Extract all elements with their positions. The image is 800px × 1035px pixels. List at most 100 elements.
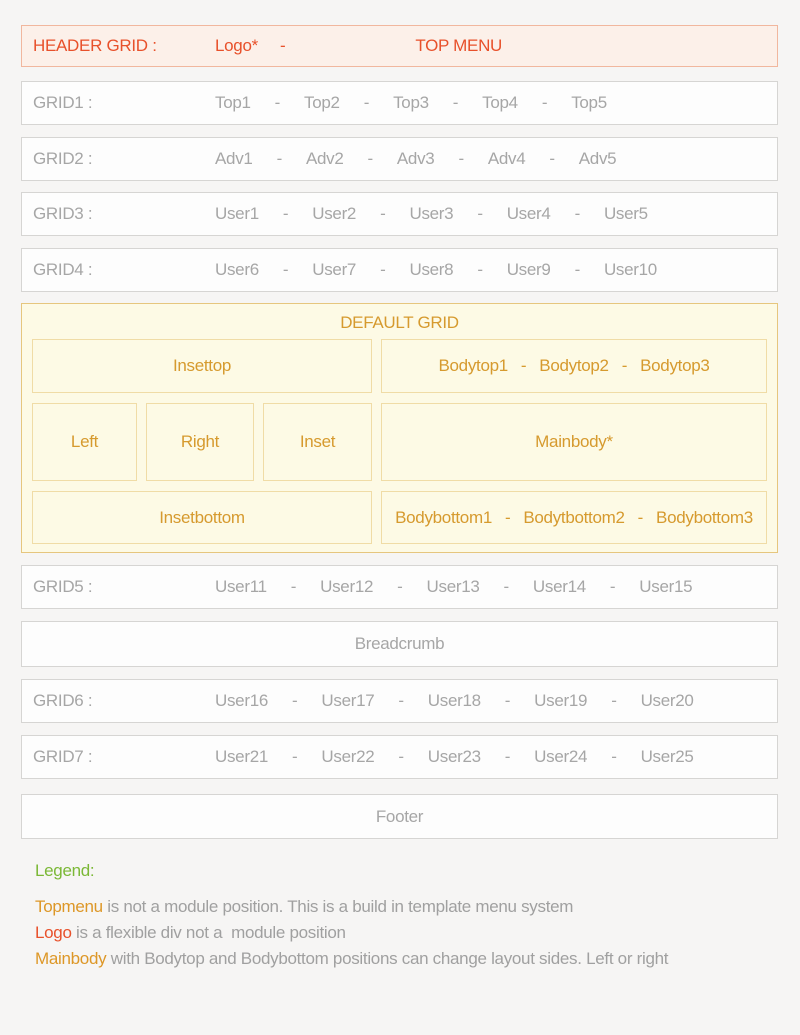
default-grid-box: DEFAULT GRID Insettop Bodytop1- Bodytop2-…	[21, 303, 778, 553]
module-position-label: User19	[534, 691, 588, 710]
module-position-label: Adv2	[305, 149, 344, 168]
footer-label: Footer	[375, 806, 424, 826]
bodytop-positions: Bodytop1- Bodytop2- Bodytop3	[381, 339, 767, 393]
separator-dash: -	[380, 260, 386, 279]
separator-dash: -	[452, 93, 459, 112]
grid5-row: GRID5 : User11- User12- User13- User14- User…	[21, 565, 778, 609]
grid2-label: GRID2 :	[33, 149, 93, 168]
grid6-positions: User16 - User17 - User18 - User19 - User20	[215, 691, 694, 711]
header-grid-label: HEADER GRID :	[33, 36, 157, 55]
module-position-label: User2	[312, 204, 357, 223]
module-position-label: User18	[427, 691, 481, 710]
topmenu-description: is not a module position. This is a buil…	[102, 897, 574, 916]
separator-dash: -	[504, 747, 511, 766]
insettop-label: Insettop	[172, 356, 232, 375]
grid1-row: GRID1 : Top1 - Top2 - Top3 - Top4 - Top5	[21, 81, 778, 125]
breadcrumb-position: Breadcrumb	[21, 621, 778, 667]
top-menu-position-label: TOP MENU	[415, 36, 503, 55]
module-position-label: Bodybottom3	[656, 507, 753, 527]
separator-dash: -	[398, 747, 404, 766]
separator-dash: -	[282, 204, 289, 223]
default-grid-title: DEFAULT GRID	[340, 313, 459, 332]
left-label: Left	[70, 432, 99, 451]
module-position-label: User23	[427, 747, 481, 766]
topmenu-term: Topmenu	[35, 897, 103, 916]
module-position-label: Adv5	[578, 149, 617, 168]
separator-dash: -	[292, 691, 298, 710]
separator-dash: -	[504, 507, 511, 527]
mainbody-label: Mainbody*	[535, 432, 613, 451]
separator-dash: -	[292, 747, 298, 766]
module-position-label: Bodytop3	[640, 356, 710, 375]
default-grid-layout: Insettop Bodytop1- Bodytop2- Bodytop3 Left…	[32, 339, 767, 544]
header-grid-box: HEADER GRID : Logo* - TOP MENU	[21, 25, 778, 67]
module-position-label: Top1	[215, 93, 251, 112]
insettop-position: Insettop	[32, 339, 372, 393]
grid6-label: GRID6 :	[33, 691, 93, 710]
bodybottom-labels: Bodybottom1- Bodytbottom2- Bodybottom3	[395, 508, 753, 528]
grid5-label: GRID5 :	[33, 577, 93, 596]
legend-line-mainbody: Mainbody with Bodytop and Bodybottom pos…	[35, 946, 778, 972]
separator-dash: -	[477, 260, 483, 279]
module-position-label: Bodytop1	[438, 356, 508, 375]
module-position-label: User13	[426, 577, 480, 596]
separator-dash: -	[282, 260, 289, 279]
breadcrumb-label: Breadcrumb	[354, 634, 445, 653]
grid1-positions: Top1 - Top2 - Top3 - Top4 - Top5	[215, 93, 607, 113]
module-position-label: Adv4	[487, 149, 526, 168]
separator-dash: -	[380, 204, 386, 223]
separator-dash: -	[458, 149, 464, 168]
module-position-label: User16	[215, 691, 269, 710]
logo-description: is a flexible div not a module position	[71, 923, 346, 942]
module-position-label: Bodytbottom2	[523, 507, 625, 527]
right-position: Right	[146, 403, 254, 481]
module-position-label: Bodytop2	[539, 356, 609, 375]
legend-section: Legend: Topmenu is not a module position…	[21, 861, 778, 972]
insetbottom-position: Insetbottom	[32, 491, 372, 544]
bodytop-labels: Bodytop1- Bodytop2- Bodytop3	[438, 356, 709, 376]
module-position-label: User25	[640, 747, 694, 766]
separator-dash: -	[276, 149, 283, 168]
module-position-label: User3	[409, 204, 454, 223]
module-position-label: User4	[506, 204, 551, 223]
legend-line-logo: Logo is a flexible div not a module posi…	[35, 920, 778, 946]
grid3-positions: User1 - User2 - User3 - User4 - User5	[215, 204, 648, 224]
module-position-label: User21	[215, 747, 269, 766]
module-position-label: Adv3	[396, 149, 435, 168]
mainbody-term: Mainbody	[35, 949, 107, 968]
module-position-label: User10	[603, 260, 657, 279]
module-position-label: User14	[532, 577, 586, 596]
left-position: Left	[32, 403, 137, 481]
separator-dash: -	[574, 204, 581, 223]
mainbody-position: Mainbody*	[381, 403, 767, 481]
module-position-label: Top2	[304, 93, 340, 112]
module-position-label: User7	[312, 260, 357, 279]
separator-dash: -	[477, 204, 483, 223]
grid3-row: GRID3 : User1 - User2 - User3 - User4 - User5	[21, 192, 778, 236]
module-position-label: User12	[320, 577, 374, 596]
separator-dash: -	[290, 577, 297, 596]
grid2-row: GRID2 : Adv1 - Adv2 - Adv3 - Adv4 - Adv5	[21, 137, 778, 181]
separator-dash: -	[611, 747, 617, 766]
module-position-label: Adv1	[215, 149, 253, 168]
separator-dash: -	[504, 691, 511, 710]
module-position-label: User1	[215, 204, 259, 223]
separator-dash: -	[611, 691, 617, 710]
separator-dash: -	[398, 691, 404, 710]
module-position-label: Top4	[482, 93, 518, 112]
module-position-label: User24	[534, 747, 588, 766]
legend-title: Legend:	[35, 861, 95, 880]
module-position-label: User22	[321, 747, 375, 766]
separator-dash: -	[503, 577, 510, 596]
grid3-label: GRID3 :	[33, 204, 93, 223]
separator-dash: -	[621, 356, 628, 375]
grid4-row: GRID4 : User6 - User7 - User8 - User9 - User10	[21, 248, 778, 292]
module-position-label: User11	[215, 577, 267, 596]
footer-position: Footer	[21, 794, 778, 839]
grid7-row: GRID7 : User21 - User22 - User23 - User24 - User…	[21, 735, 778, 779]
legend-line-topmenu: Topmenu is not a module position. This i…	[35, 894, 778, 920]
module-position-label: User6	[215, 260, 259, 279]
separator-dash: -	[279, 36, 286, 55]
grid7-label: GRID7 :	[33, 747, 93, 766]
grid1-label: GRID1 :	[33, 93, 93, 112]
